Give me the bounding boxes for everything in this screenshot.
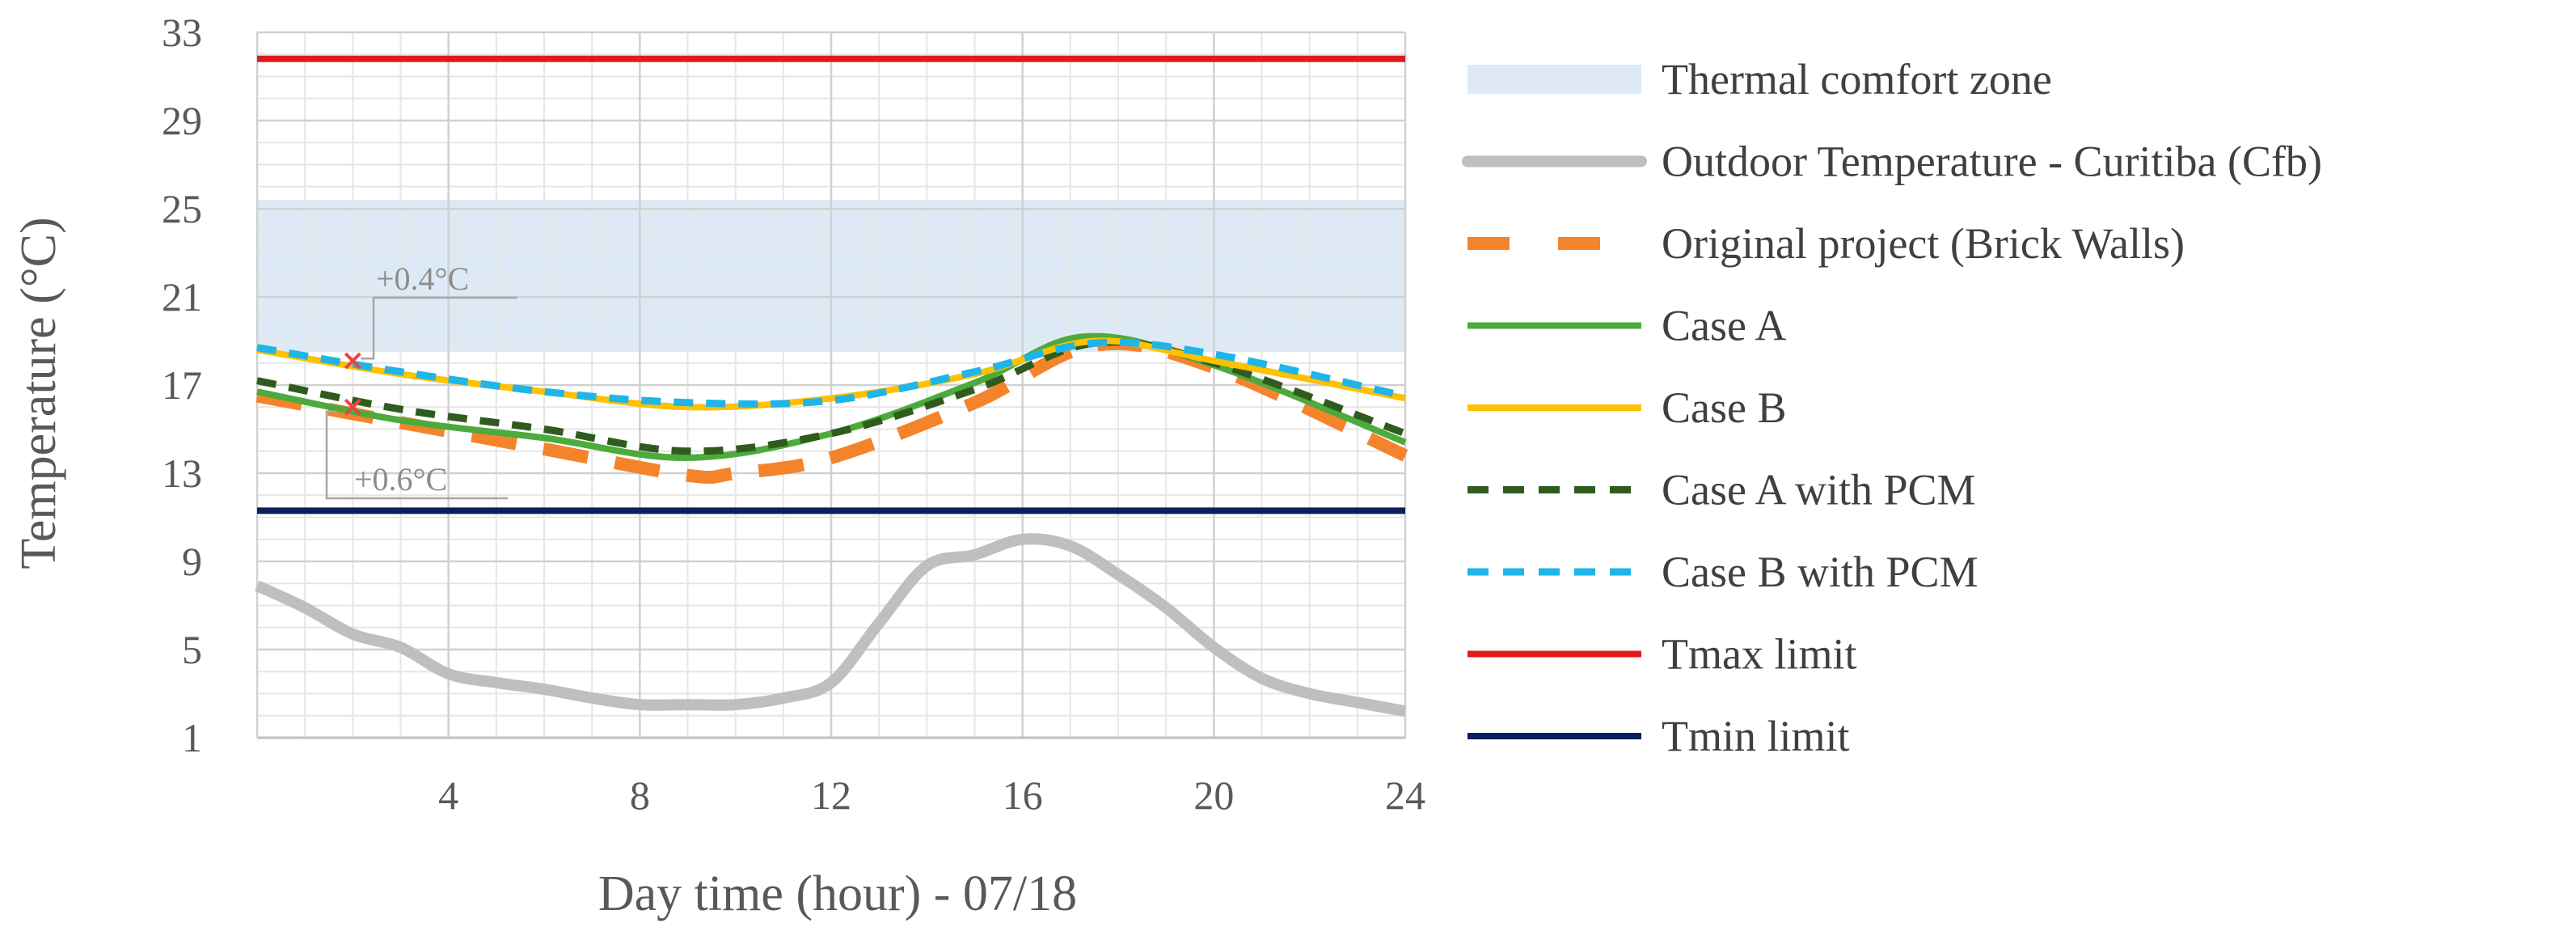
- y-tick-label: 5: [182, 627, 202, 672]
- y-tick-label: 33: [162, 10, 202, 55]
- y-tick-label: 13: [162, 451, 202, 496]
- y-tick-label: 9: [182, 539, 202, 584]
- y-tick-label: 21: [162, 274, 202, 320]
- x-tick-label: 16: [1003, 773, 1043, 818]
- x-tick-label: 8: [630, 773, 650, 818]
- y-tick-label: 25: [162, 186, 202, 231]
- y-axis-title: Temperature (°C): [11, 217, 66, 569]
- legend-label-case-a-with-pcm: Case A with PCM: [1662, 466, 1976, 514]
- y-tick-label: 17: [162, 362, 202, 408]
- legend-label-tmax-limit: Tmax limit: [1662, 630, 1856, 679]
- legend-label-original-project-brick-walls: Original project (Brick Walls): [1662, 219, 2185, 268]
- legend-label-comfort-zone: Thermal comfort zone: [1662, 55, 2052, 104]
- legend-label-tmin-limit: Tmin limit: [1662, 712, 1850, 760]
- annotation-label: +0.4°C: [376, 260, 469, 297]
- series-line-case-b-with-pcm: [256, 338, 1406, 409]
- legend-label-case-b-with-pcm: Case B with PCM: [1662, 548, 1978, 596]
- x-axis-title: Day time (hour) - 07/18: [598, 866, 1077, 921]
- y-tick-label: 1: [182, 715, 202, 760]
- x-tick-label: 4: [438, 773, 458, 818]
- annotation-leader: [361, 296, 517, 360]
- x-tick-label: 24: [1385, 773, 1425, 818]
- y-tick-label: 29: [162, 98, 202, 143]
- legend-swatch-comfort-zone: [1467, 65, 1641, 94]
- legend-label-outdoor-temperature-curitiba-cfb: Outdoor Temperature - Curitiba (Cfb): [1662, 138, 2322, 186]
- annotation-label: +0.6°C: [354, 461, 447, 497]
- annotation-leader: [325, 410, 508, 500]
- annotation-marker: [344, 398, 361, 416]
- legend-label-case-a: Case A: [1662, 302, 1787, 350]
- x-tick-label: 12: [811, 773, 851, 818]
- annotation-marker: [344, 352, 361, 370]
- series-line-case-b: [256, 337, 1406, 411]
- x-tick-label: 20: [1193, 773, 1234, 818]
- legend-label-case-b: Case B: [1662, 383, 1787, 432]
- series-line-outdoor-temperature-curitiba-cfb: [255, 533, 1407, 718]
